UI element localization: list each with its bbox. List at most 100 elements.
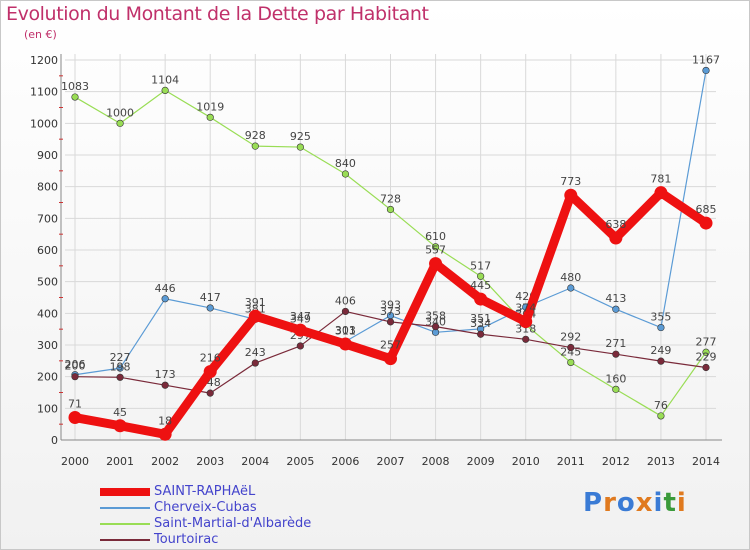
data-label: 303 bbox=[335, 324, 356, 337]
y-tick-label: 800 bbox=[37, 181, 58, 194]
data-point bbox=[203, 365, 217, 379]
logo-letter: P bbox=[583, 488, 604, 518]
data-point bbox=[429, 257, 443, 271]
data-label: 76 bbox=[654, 399, 668, 412]
data-point bbox=[609, 231, 623, 245]
data-point bbox=[251, 142, 259, 150]
data-point bbox=[384, 352, 397, 366]
data-point bbox=[657, 412, 665, 420]
data-point bbox=[341, 170, 350, 178]
y-tick-label: 0 bbox=[51, 434, 58, 447]
x-tick-label: 2010 bbox=[512, 455, 540, 468]
y-tick-label: 200 bbox=[37, 371, 58, 384]
data-label: 243 bbox=[245, 346, 266, 359]
logo-letter: x bbox=[635, 488, 654, 518]
data-label: 349 bbox=[290, 312, 311, 325]
x-tick-label: 2001 bbox=[106, 455, 134, 468]
data-point bbox=[612, 305, 620, 313]
legend-label: Tourtoirac bbox=[154, 532, 219, 547]
y-tick-label: 100 bbox=[37, 402, 58, 415]
data-label: 334 bbox=[470, 317, 491, 330]
x-tick-label: 2009 bbox=[467, 455, 495, 468]
data-label: 216 bbox=[200, 352, 221, 365]
chart-title: Evolution du Montant de la Dette par Hab… bbox=[6, 3, 429, 25]
data-point bbox=[431, 323, 440, 331]
legend-label: SAINT-RAPHAëL bbox=[154, 484, 256, 499]
data-label: 417 bbox=[200, 291, 221, 304]
logo-letter: i bbox=[653, 488, 664, 518]
data-point bbox=[251, 359, 259, 367]
data-label: 373 bbox=[380, 305, 401, 318]
data-point bbox=[293, 323, 307, 337]
x-tick-label: 2008 bbox=[422, 455, 450, 468]
data-point bbox=[567, 358, 575, 367]
data-label: 271 bbox=[605, 337, 626, 350]
legend-swatch bbox=[100, 523, 150, 525]
data-label: 773 bbox=[560, 175, 581, 188]
data-label: 1104 bbox=[151, 73, 179, 86]
data-point bbox=[567, 343, 575, 352]
x-tick-label: 2000 bbox=[61, 455, 89, 468]
x-tick-label: 2005 bbox=[286, 455, 314, 468]
data-label: 445 bbox=[470, 279, 491, 292]
data-label: 728 bbox=[380, 192, 401, 205]
data-label: 391 bbox=[245, 296, 266, 309]
data-point bbox=[477, 330, 485, 338]
data-point bbox=[161, 381, 169, 389]
data-point bbox=[431, 243, 440, 251]
y-tick-label: 1200 bbox=[30, 54, 58, 67]
y-tick-label: 1000 bbox=[30, 117, 58, 130]
data-label: 840 bbox=[335, 157, 356, 170]
data-label: 340 bbox=[425, 315, 446, 328]
data-label: 198 bbox=[110, 360, 131, 373]
data-label: 1000 bbox=[106, 106, 134, 119]
data-label: 638 bbox=[605, 218, 626, 231]
data-point bbox=[116, 364, 124, 372]
data-label: 374 bbox=[515, 302, 536, 315]
data-point bbox=[341, 307, 350, 316]
data-point bbox=[657, 357, 665, 365]
logo-letter: r bbox=[603, 488, 617, 518]
data-point bbox=[113, 419, 127, 433]
data-label: 18 bbox=[158, 414, 172, 427]
data-point bbox=[206, 113, 214, 121]
data-point bbox=[68, 411, 82, 425]
data-label: 781 bbox=[650, 173, 671, 186]
data-label: 610 bbox=[425, 230, 446, 243]
data-point bbox=[248, 309, 262, 323]
data-label: 200 bbox=[65, 360, 86, 373]
data-label: 928 bbox=[245, 129, 266, 142]
data-label: 277 bbox=[696, 335, 717, 348]
data-label: 347 bbox=[290, 310, 311, 323]
data-point bbox=[519, 315, 533, 329]
data-point bbox=[71, 373, 79, 381]
y-tick-label: 600 bbox=[37, 244, 58, 257]
x-tick-label: 2014 bbox=[692, 455, 720, 468]
data-point bbox=[296, 342, 304, 350]
data-point bbox=[338, 337, 352, 351]
x-tick-label: 2011 bbox=[557, 455, 585, 468]
data-label: 446 bbox=[155, 282, 176, 295]
x-tick-label: 2006 bbox=[331, 455, 359, 468]
data-label: 480 bbox=[560, 271, 581, 284]
data-point bbox=[657, 323, 665, 332]
legend-swatch bbox=[100, 507, 150, 509]
data-point bbox=[702, 348, 710, 356]
legend-swatch bbox=[100, 539, 150, 541]
data-label: 227 bbox=[110, 351, 131, 364]
chart-unit-label: (en €) bbox=[24, 28, 57, 41]
y-tick-label: 1100 bbox=[30, 86, 58, 99]
y-tick-label: 700 bbox=[37, 212, 58, 225]
logo-letter: i bbox=[676, 488, 687, 518]
logo-letter: t bbox=[663, 488, 677, 518]
data-point bbox=[477, 272, 485, 280]
legend-swatch bbox=[100, 488, 150, 496]
data-point bbox=[206, 389, 214, 397]
logo-letter: o bbox=[616, 488, 636, 518]
data-label: 45 bbox=[113, 406, 127, 419]
y-tick-label: 300 bbox=[37, 339, 58, 352]
data-point bbox=[296, 143, 304, 151]
data-point bbox=[474, 292, 488, 306]
x-tick-label: 2007 bbox=[377, 455, 405, 468]
data-label: 393 bbox=[380, 299, 401, 312]
